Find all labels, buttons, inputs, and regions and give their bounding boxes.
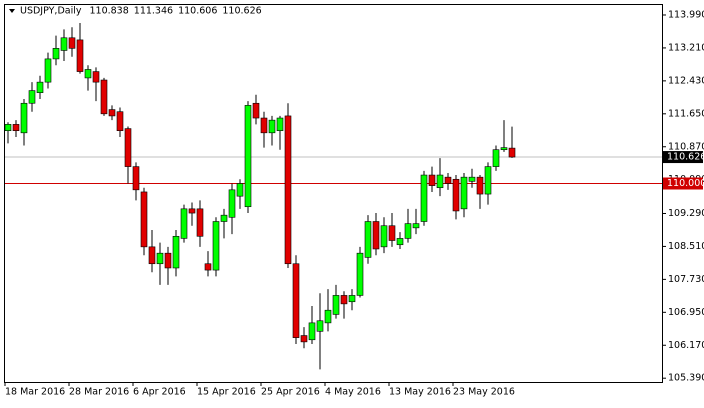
candle-body (220, 214, 228, 222)
y-tick-label: 111.650 (668, 108, 704, 119)
candle-body (388, 225, 396, 241)
ohlc-value: 110.606 (178, 6, 217, 17)
x-tick-label: 23 May 2016 (453, 387, 515, 398)
y-tick-label: 105.390 (668, 373, 704, 384)
candle-body (140, 191, 148, 248)
price-label-box (663, 177, 703, 190)
ohlc-value: 110.626 (222, 6, 261, 17)
candle-body (124, 128, 132, 167)
candle-body (308, 322, 316, 341)
candle-body (372, 221, 380, 250)
candle-body (436, 174, 444, 189)
candle-body (52, 48, 60, 60)
candle-body (20, 102, 28, 134)
candle-body (380, 225, 388, 248)
candle-body (36, 81, 44, 93)
x-tick-label: 28 Mar 2016 (69, 387, 129, 398)
candle-body (132, 166, 140, 191)
y-tick-label: 113.210 (668, 42, 704, 53)
candle-body (76, 39, 84, 72)
candle-body (156, 252, 164, 265)
candle-body (452, 178, 460, 212)
price-label-box (663, 151, 703, 164)
candle-body (164, 252, 172, 269)
candle-body (420, 174, 428, 222)
candle-body (404, 223, 412, 239)
candle-body (68, 37, 76, 49)
candle-body (460, 176, 468, 210)
candle-body (244, 105, 252, 208)
candle-body (196, 208, 204, 237)
candle-body (412, 223, 420, 229)
y-tick-label: 112.430 (668, 75, 704, 86)
candle-body (268, 119, 276, 134)
candle-body (500, 147, 508, 151)
candle-body (100, 79, 108, 115)
candle-body (228, 189, 236, 218)
x-tick-label: 15 Apr 2016 (197, 387, 256, 398)
candle-body (188, 208, 196, 214)
y-tick-label: 110.870 (668, 141, 704, 152)
ohlc-value: 111.346 (134, 6, 173, 17)
price-label: 110.000 (667, 178, 704, 189)
candle-body (324, 309, 332, 324)
x-tick-label: 4 May 2016 (325, 387, 381, 398)
candle-body (28, 90, 36, 104)
candle-body (84, 69, 92, 79)
candle-body (92, 71, 100, 83)
candle-body (332, 295, 340, 315)
candle-body (108, 109, 116, 117)
candle-body (172, 235, 180, 269)
candle-body (284, 115, 292, 265)
candle-body (476, 176, 484, 195)
candle-body (468, 176, 476, 182)
y-tick-label: 113.990 (668, 9, 704, 20)
candle-body (492, 149, 500, 167)
chart-title: USDJPY,Daily (20, 6, 82, 17)
y-tick-label: 107.730 (668, 274, 704, 285)
candle-body (4, 124, 12, 132)
y-tick-label: 106.950 (668, 307, 704, 318)
candle-body (180, 208, 188, 239)
x-tick-label: 25 Apr 2016 (261, 387, 320, 398)
candle-body (484, 166, 492, 195)
candle-body (148, 246, 156, 265)
candle-body (300, 335, 308, 343)
candle-body (508, 147, 516, 158)
candle-body (212, 221, 220, 271)
candle-body (252, 102, 260, 119)
y-tick-label: 108.510 (668, 241, 704, 252)
plot-frame (4, 4, 663, 383)
candle-body (260, 117, 268, 134)
candle-body (236, 183, 244, 197)
candle-body (116, 111, 124, 132)
candle-body (12, 124, 20, 132)
x-tick-label: 13 May 2016 (389, 387, 451, 398)
x-tick-label: 6 Apr 2016 (133, 387, 186, 398)
candle-body (348, 295, 356, 303)
candle-body (356, 252, 364, 296)
candle-body (204, 263, 212, 271)
candle-body (444, 176, 452, 184)
price-label: 110.626 (667, 152, 704, 163)
candle-body (316, 320, 324, 332)
y-tick-label: 109.290 (668, 208, 704, 219)
ohlc-value: 110.838 (89, 6, 128, 17)
candle-body (44, 58, 52, 83)
candle-body (60, 37, 68, 51)
candle-body (340, 295, 348, 305)
candle-body (276, 117, 284, 132)
symbol-icon (9, 9, 15, 13)
candle-body (292, 263, 300, 338)
candle-body (428, 174, 436, 186)
y-tick-label: 106.170 (668, 340, 704, 351)
candle-body (396, 238, 404, 246)
x-tick-label: 18 Mar 2016 (5, 387, 65, 398)
candle-body (364, 221, 372, 258)
